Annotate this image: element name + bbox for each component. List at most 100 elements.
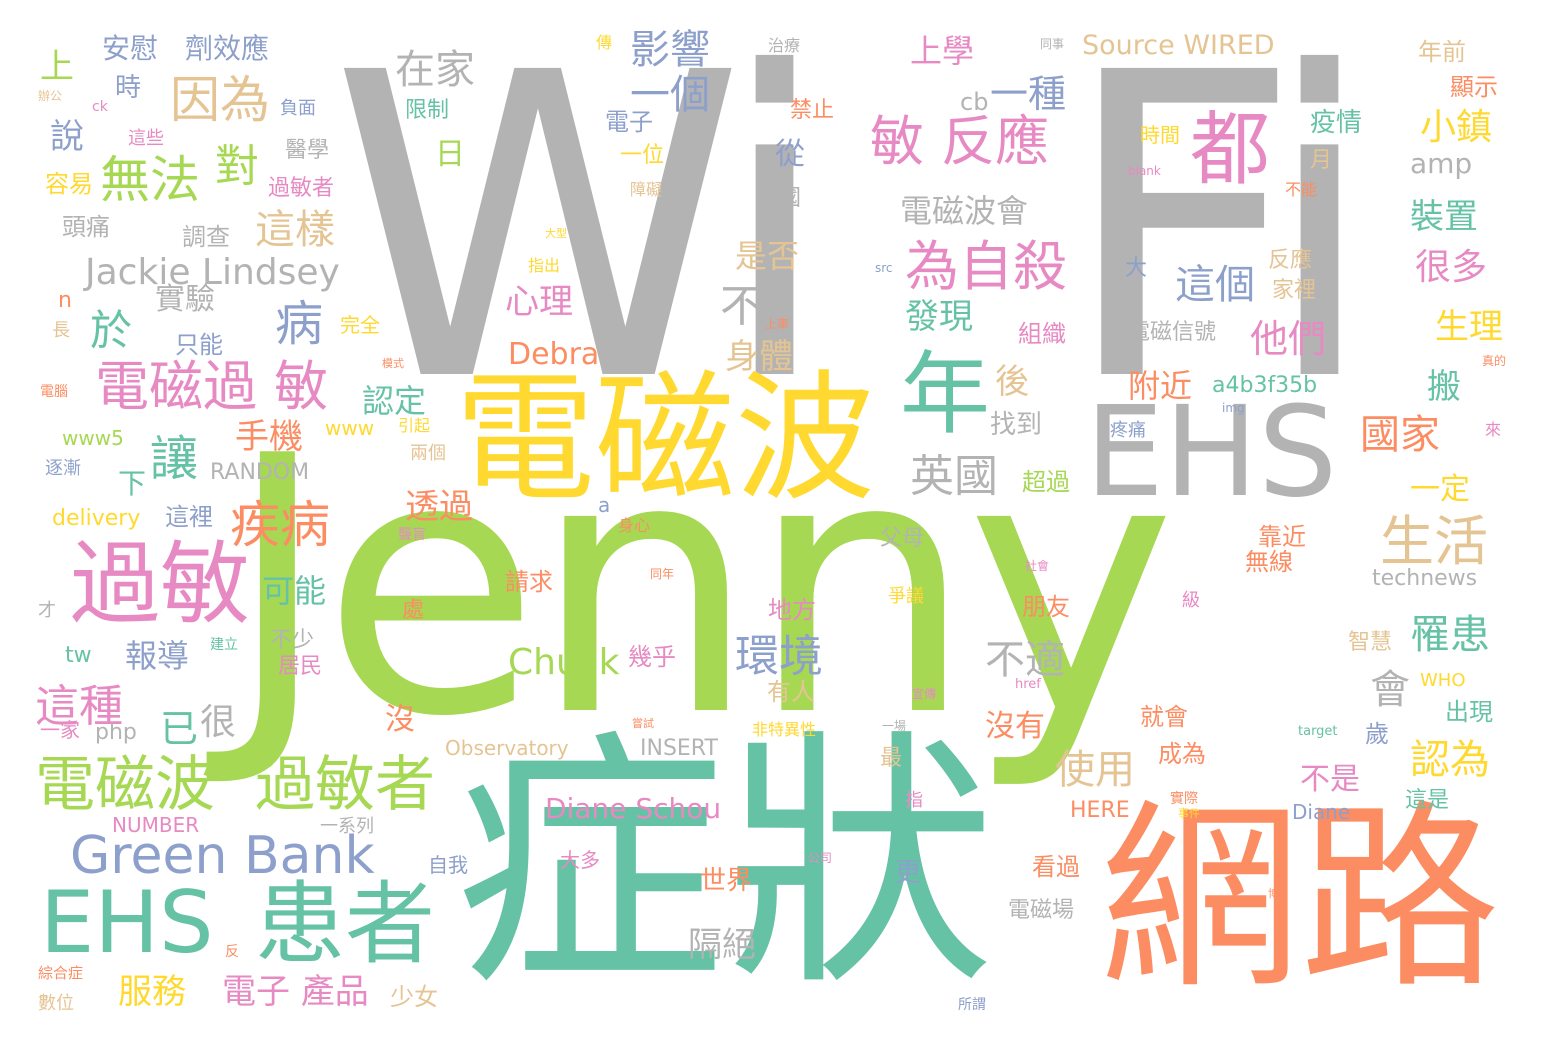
word-yixilie: 一系列 [320,816,374,837]
word-wanquan: 完全 [340,313,380,337]
word-gongsi: 公司 [808,851,833,865]
word-zhende: 真的 [1482,354,1507,368]
word-yinwei: 因為 [170,71,270,129]
word-observatory: Observatory [445,736,569,760]
word-shi: 時 [115,73,142,103]
word-fumu: 父母 [880,526,925,551]
word-fujin: 附近 [1128,367,1193,405]
word-jihu: 幾乎 [628,643,676,671]
word-who: WHO [1420,670,1466,691]
word-ji: 級 [1182,590,1200,611]
word-shaonv: 少女 [390,983,438,1011]
word-xiaozhen: 小鎮 [1420,107,1493,148]
word-shouji: 手機 [235,417,303,457]
word-zhexie: 這些 [128,128,164,149]
word-buneng: 不能 [1285,180,1318,199]
word-delivery: delivery [52,506,141,531]
word-a4b3: a4b3f35b [1212,373,1318,398]
word-moshi: 模式 [382,357,404,370]
word-wuxian: 無線 [1245,548,1293,576]
word-guojia: 國家 [1360,412,1440,458]
word-shijian: 事件 [1178,807,1200,820]
word-diannao: 電腦 [40,384,68,400]
word-lai: 來 [1485,420,1502,439]
word-yiwei: 一位 [620,143,665,168]
word-fumian: 負面 [280,98,316,119]
word-ri: 日 [435,137,465,172]
word-number: NUMBER [112,813,200,837]
word-yichang: 一場 [882,719,907,733]
word-zhihui: 智慧 [1348,630,1393,655]
word-guominzhe-small: 過敏者 [268,176,335,201]
word-shijian: 時間 [1140,123,1180,147]
word-jixiao: 劑效應 [185,32,270,65]
word-zui: 最 [880,746,903,771]
word-bu: 不 [720,281,764,332]
word-ehs-right: EHS [1085,380,1338,525]
word-amp: amp [1410,147,1473,180]
word-faxian: 發現 [905,297,973,337]
word-gejue: 隔絕 [688,925,756,965]
word-keneng: 可能 [262,572,327,610]
word-shengli: 生理 [1435,307,1503,347]
word-img: img [1222,401,1245,415]
word-wufa: 無法 [100,151,200,209]
word-yiqing: 疫情 [1310,108,1363,138]
word-yiding: 一定 [1410,472,1470,507]
word-diancigou-min: 電磁過 敏 [95,355,329,418]
word-yijia: 一家 [40,718,80,742]
word-renwei: 認為 [1410,737,1490,783]
word-zhengzhuang: 症狀 [455,707,995,1022]
word-jianli: 建立 [210,637,238,653]
word-yu: 於 [90,306,133,355]
word-touguo: 透過 [405,487,473,527]
word-yige: 一個 [630,72,710,118]
word-huanjing: 環境 [735,631,823,682]
word-shiyan: 實驗 [155,282,215,317]
word-anwei: 安慰 [102,32,159,65]
word-renDing: 認定 [362,382,427,420]
word-cai: 才 [38,600,56,621]
word-jibing: 疾病 [230,496,330,554]
word-youren: 有人 [767,678,815,706]
word-jinzhi: 禁止 [790,98,835,123]
word-hen: 很 [200,702,237,743]
word-www: www [325,416,375,440]
word-difang: 地方 [768,596,816,624]
word-insert: INSERT [640,736,718,761]
word-diancibohui: 電磁波會 [900,192,1029,230]
word-zhuangzhi: 裝置 [1410,197,1478,237]
word-suowei: 所謂 [958,997,986,1013]
word-qingqiu: 請求 [505,568,553,596]
word-bangong: 辦公 [38,89,63,103]
word-zheli: 這裡 [165,503,213,531]
word-blank: blank [1128,164,1161,178]
word-chuxian: 出現 [1445,698,1493,726]
word-fuwu: 服務 [118,972,186,1012]
word-yi: 已 [160,707,199,751]
word-target: target [1298,724,1338,739]
word-jenny: Jenny [225,380,1176,794]
word-xuanchuan: 宣傳 [912,687,937,701]
word-rongyi: 容易 [45,170,93,198]
word-chuck: Chuck [508,642,620,683]
word-source-wired: Source WIRED [1082,30,1275,61]
word-chengwei: 成為 [1158,740,1206,768]
word-ban: 搬 [1427,367,1461,407]
word-zhichu: 指出 [528,256,561,275]
word-diancixinhao: 電磁信號 [1128,320,1217,345]
word-wifi-w: Wi [330,0,833,474]
word-wei-zisha: 為自殺 [905,235,1067,298]
word-dianci-big: 電磁波 [455,358,876,521]
word-jiuhui: 就會 [1140,703,1188,731]
word-shenti: 身體 [725,337,793,377]
word-geng: 更 [895,858,922,888]
word-meiguo: 美國 [757,186,802,211]
word-yue: 月 [1310,148,1333,173]
word-tamen: 他們 [1250,317,1327,361]
word-zhengyi: 爭議 [888,586,924,607]
word-tengtong: 疼痛 [1110,420,1146,441]
word-zhaodao: 找到 [990,410,1043,440]
word-chang: 長 [52,320,70,341]
word-dazuo: 大多 [560,848,600,872]
